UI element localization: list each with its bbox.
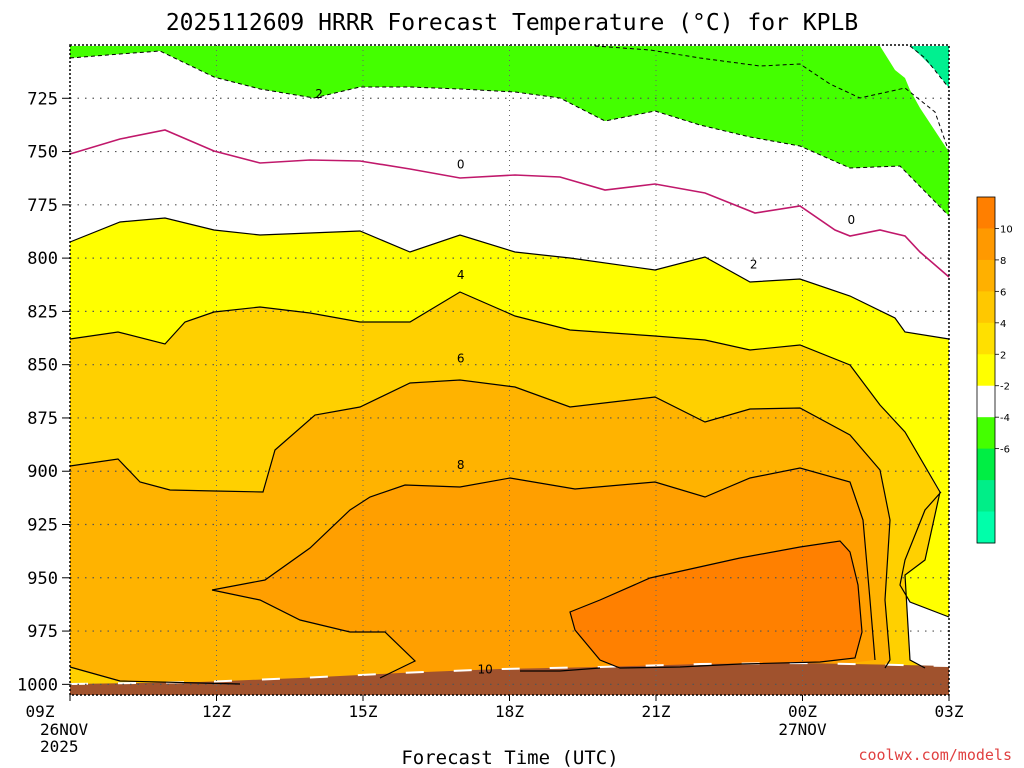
contour-line-0 [69, 129, 950, 278]
gridlines [70, 45, 949, 695]
y-tick-label: 750 [27, 143, 58, 163]
y-tick-label: 775 [27, 196, 58, 216]
colorbar-swatch [977, 228, 995, 261]
ground-fill [70, 663, 949, 695]
colorbar-swatch [977, 354, 995, 387]
y-tick-label: 1000 [17, 675, 58, 695]
contour-label: 4 [457, 268, 465, 282]
colorbar-swatch [977, 197, 995, 229]
contour-label: 2 [750, 258, 758, 272]
contour-label: 6 [457, 351, 465, 365]
y-tick-label: 800 [27, 249, 58, 269]
y-tick-label: 925 [27, 516, 58, 536]
fill-2-4 [70, 218, 949, 617]
contour-line-minus4 [594, 45, 950, 153]
x-tick-label: 03Z [935, 702, 964, 721]
colorbar-swatch [977, 259, 995, 292]
contour-line-minus2 [69, 50, 950, 217]
x-tick-label: 09Z [26, 702, 55, 721]
y-tick-label: 900 [27, 462, 58, 482]
colorbar-label: 10 [1000, 224, 1013, 235]
contour-label: 8 [457, 458, 465, 472]
colorbar-label: 4 [1000, 319, 1006, 330]
y-tick-label: 725 [27, 89, 58, 109]
x-tick-label: 18Z [495, 702, 524, 721]
x-tick-sublabel: 26NOV [40, 720, 89, 739]
x-tick-sublabel: 2025 [40, 737, 79, 756]
colorbar-label: -2 [1000, 382, 1010, 393]
contour-label: 2 [315, 87, 323, 101]
colorbar-label: -6 [1000, 445, 1010, 456]
fill-lt-m4 [910, 46, 949, 88]
contour-label: 0 [848, 213, 856, 227]
colorbar: 10 8 6 4 2 -2 -4 -6 [976, 196, 1013, 544]
contour-line-2 [69, 217, 950, 340]
contour-line-8 [211, 467, 876, 679]
credit-text: coolwx.com/models [858, 746, 1012, 764]
colorbar-swatch [977, 511, 995, 544]
contour-labels: 2 0 0 2 4 6 8 10 [315, 87, 855, 676]
colorbar-label: 8 [1000, 256, 1006, 267]
y-tick-label: 975 [27, 622, 58, 642]
colorbar-swatch [977, 322, 995, 355]
x-tick-sublabel: 27NOV [778, 720, 827, 739]
contour-line-4 [69, 291, 950, 669]
y-tick-label: 825 [27, 302, 58, 322]
contour-label: 0 [457, 157, 465, 171]
x-tick-label: 00Z [788, 702, 817, 721]
x-tick-label: 12Z [202, 702, 231, 721]
y-tick-label: 850 [27, 356, 58, 376]
contour-label: 10 [477, 662, 492, 676]
chart-title: 2025112609 HRRR Forecast Temperature (°C… [166, 10, 858, 36]
y-tick-label: 875 [27, 409, 58, 429]
colorbar-label: 2 [1000, 350, 1006, 361]
colorbar-swatch [977, 417, 995, 450]
contour-line-10 [520, 540, 863, 672]
colorbar-label: 6 [1000, 287, 1006, 298]
y-tick-label: 950 [27, 569, 58, 589]
contour-line-6 [69, 379, 891, 685]
fill-gt-10 [570, 541, 862, 668]
fill-m2-to-m4 [70, 46, 949, 216]
x-tick-label: 15Z [349, 702, 378, 721]
x-tick-label: 21Z [642, 702, 671, 721]
colorbar-swatch [977, 448, 995, 481]
colorbar-frame [976, 196, 996, 544]
y-axis: 725 750 775 800 825 850 875 900 925 950 975 1000 [17, 89, 70, 695]
colorbar-swatch [977, 385, 995, 418]
contour-line-minus6 [909, 45, 950, 89]
x-axis-title: Forecast Time (UTC) [401, 747, 618, 768]
colorbar-swatch [977, 291, 995, 324]
colorbar-swatch [977, 480, 995, 513]
plot-area: 2 0 0 2 4 6 8 10 [69, 44, 950, 696]
colorbar-label: -4 [1000, 413, 1010, 424]
